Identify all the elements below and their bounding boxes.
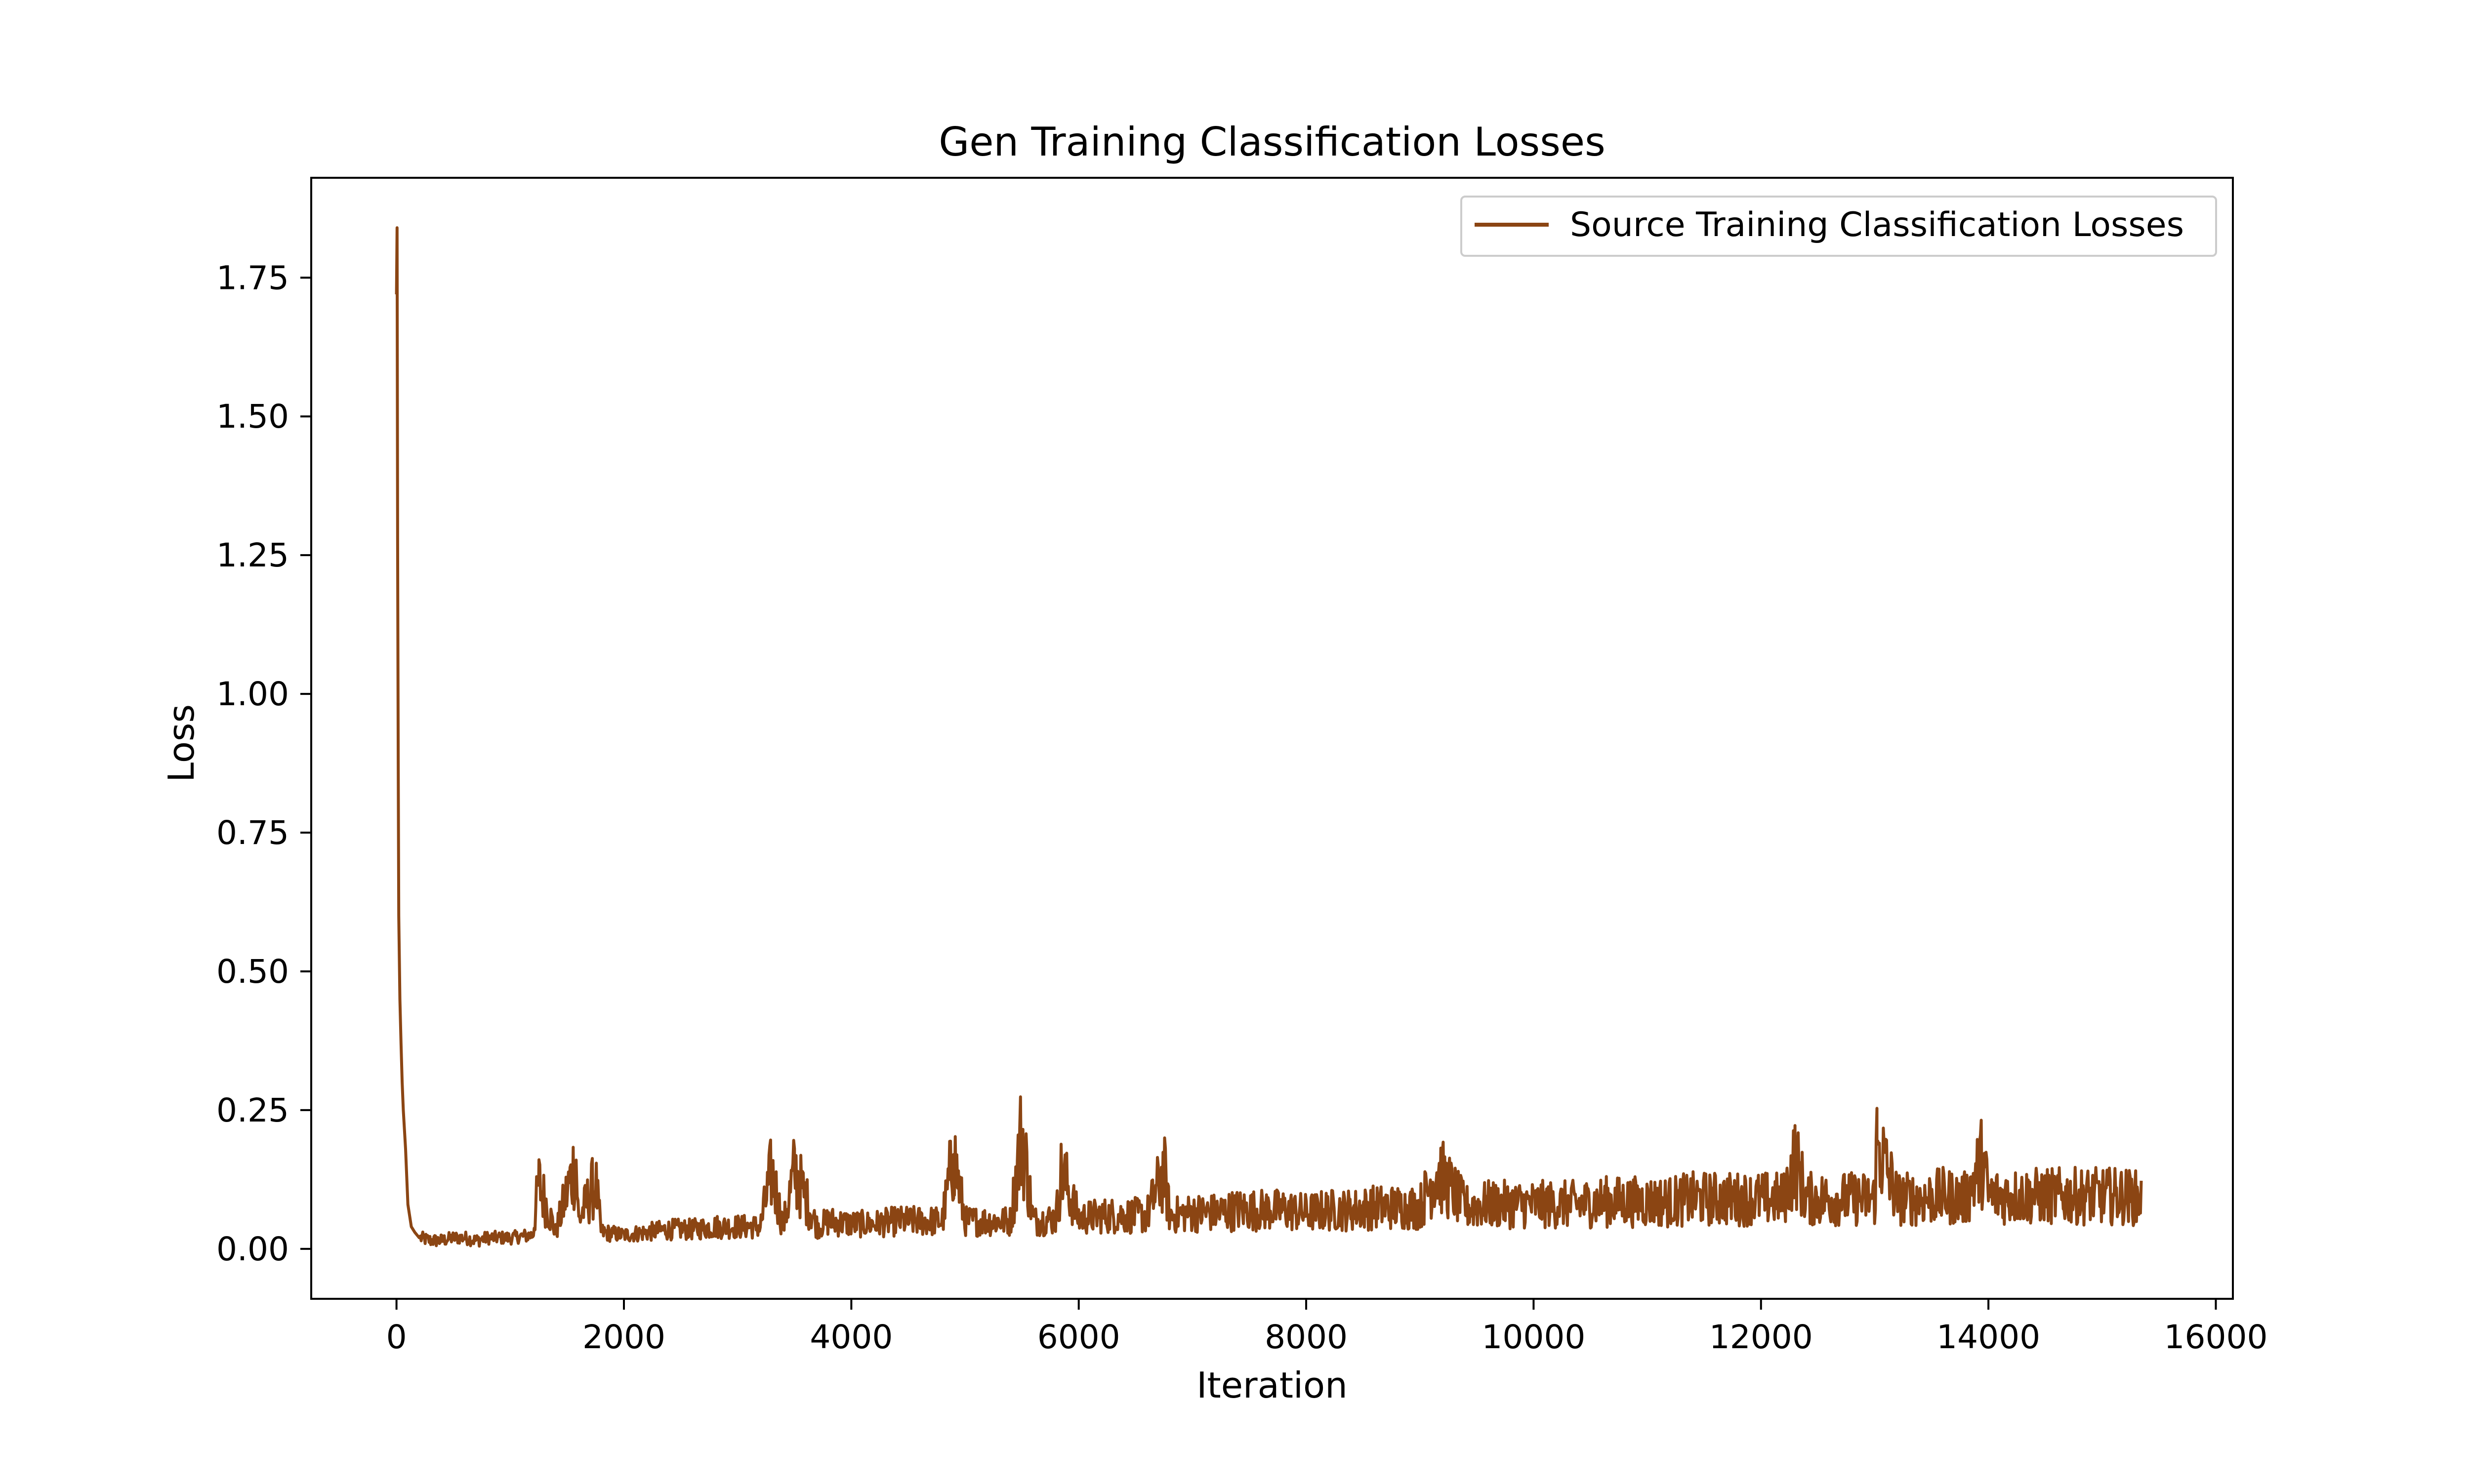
y-axis-label: Loss: [161, 704, 202, 782]
series-layer: [395, 226, 2143, 1248]
chart-title: Gen Training Classification Losses: [939, 119, 1606, 165]
legend-box: [1460, 196, 2217, 257]
y-tick-label: 1.00: [216, 675, 289, 713]
plot-frame: [310, 177, 2234, 1300]
x-tick-label: 14000: [1936, 1318, 2040, 1356]
x-tick-label: 0: [386, 1318, 407, 1356]
x-axis-label: Iteration: [1196, 1364, 1347, 1406]
x-tick-label: 8000: [1265, 1318, 1348, 1356]
legend-label: Source Training Classification Losses: [1570, 205, 2184, 244]
y-tick-label: 0.00: [216, 1230, 289, 1268]
axis-ticks: 0 2000 4000 6000 8000 10000 12000 14000 16000 0.0…: [216, 259, 2267, 1356]
series-line: [395, 226, 2143, 1248]
x-tick-label: 6000: [1037, 1318, 1120, 1356]
x-tick-label: 16000: [2164, 1318, 2267, 1356]
y-tick-label: 0.75: [216, 814, 289, 852]
x-tick-label: 10000: [1482, 1318, 1585, 1356]
y-tick-label: 0.25: [216, 1091, 289, 1129]
y-tick-label: 1.50: [216, 398, 289, 436]
x-tick-label: 2000: [582, 1318, 665, 1356]
y-tick-label: 0.50: [216, 953, 289, 991]
x-tick-label: 4000: [810, 1318, 893, 1356]
legend: Source Training Classification Losses: [1460, 196, 2217, 257]
y-tick-label: 1.75: [216, 259, 289, 297]
x-tick-label: 12000: [1709, 1318, 1813, 1356]
y-tick-label: 1.25: [216, 536, 289, 574]
